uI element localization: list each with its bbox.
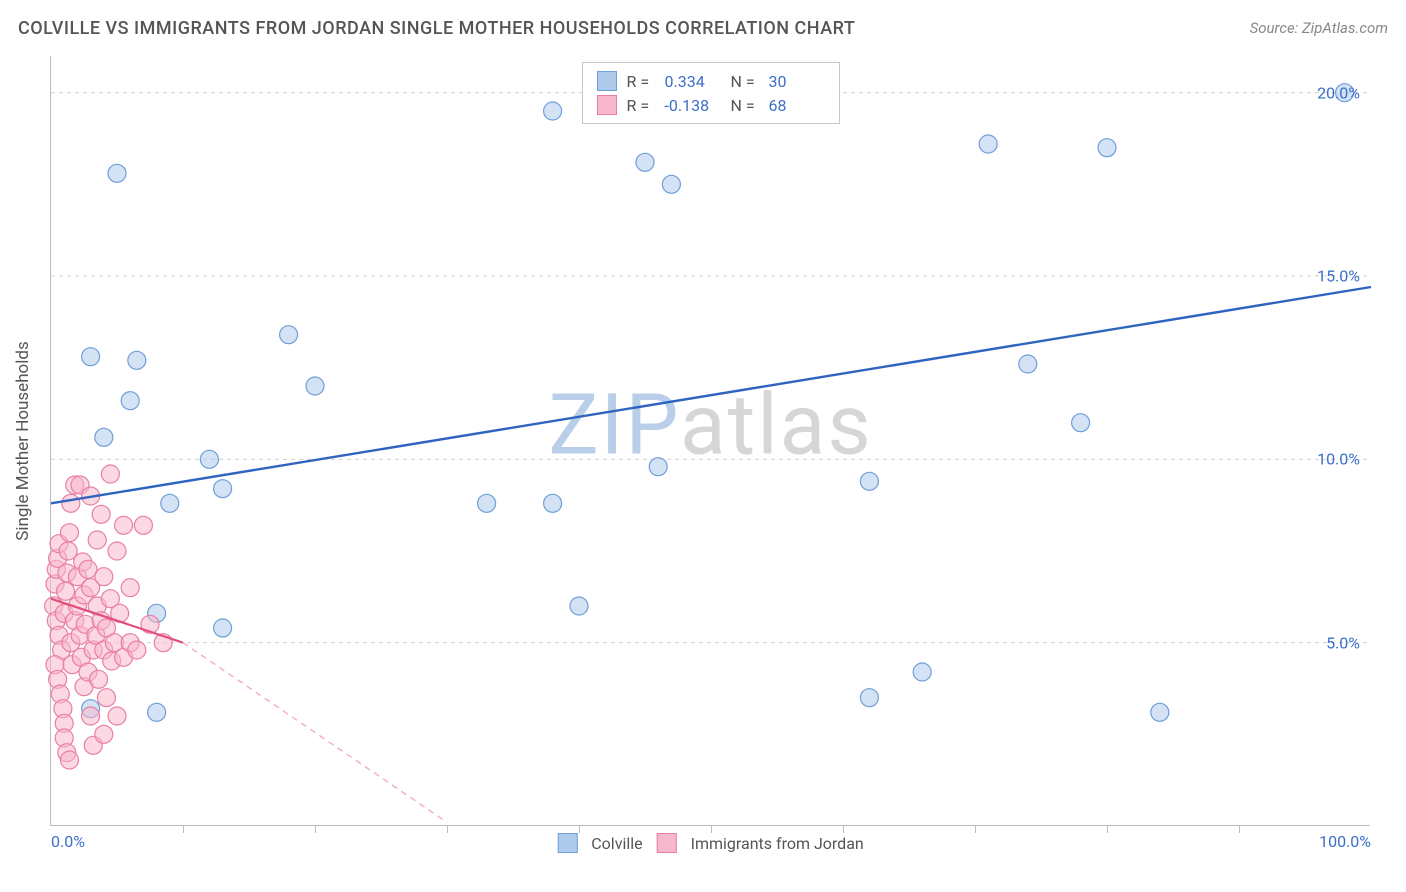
data-point [662, 175, 680, 193]
data-point [95, 428, 113, 446]
x-tick [315, 825, 316, 833]
r-value: -0.138 [665, 96, 721, 115]
data-point [280, 326, 298, 344]
data-point [62, 494, 80, 512]
data-point [108, 707, 126, 725]
data-point [92, 505, 110, 523]
n-value: 68 [769, 96, 825, 115]
y-tick-label: 10.0% [1317, 450, 1360, 469]
data-point [544, 494, 562, 512]
chart-title: COLVILLE VS IMMIGRANTS FROM JORDAN SINGL… [18, 18, 855, 39]
data-point [88, 531, 106, 549]
data-point [200, 450, 218, 468]
n-label: N = [731, 96, 759, 115]
r-label: R = [627, 72, 655, 91]
data-point [90, 670, 108, 688]
trend-lines [51, 287, 1371, 822]
data-point [82, 707, 100, 725]
data-point [1072, 414, 1090, 432]
x-tick-label: 0.0% [51, 832, 85, 851]
data-point [913, 663, 931, 681]
x-tick [843, 825, 844, 833]
correlation-legend: R = 0.334 N = 30 R = -0.138 N = 68 [582, 62, 840, 124]
data-point [108, 164, 126, 182]
legend-swatch [597, 95, 617, 115]
data-point [95, 568, 113, 586]
x-tick [975, 825, 976, 833]
source-attribution: Source: ZipAtlas.com [1250, 19, 1388, 37]
x-tick [711, 825, 712, 833]
data-point [108, 542, 126, 560]
data-point [115, 516, 133, 534]
legend-swatch [597, 71, 617, 91]
data-point [128, 351, 146, 369]
data-point [121, 392, 139, 410]
data-point [1151, 703, 1169, 721]
data-point [214, 480, 232, 498]
x-tick [1239, 825, 1240, 833]
scatter-points [45, 84, 1354, 769]
data-point [1019, 355, 1037, 373]
legend-label: Colville [591, 834, 642, 853]
x-tick [447, 825, 448, 833]
data-point [148, 703, 166, 721]
y-tick-label: 15.0% [1317, 267, 1360, 286]
data-point [60, 524, 78, 542]
source-name: ZipAtlas.com [1302, 19, 1388, 37]
source-prefix: Source: [1250, 19, 1302, 37]
y-tick-label: 20.0% [1317, 83, 1360, 102]
data-point [478, 494, 496, 512]
x-tick [1107, 825, 1108, 833]
header: COLVILLE VS IMMIGRANTS FROM JORDAN SINGL… [0, 0, 1406, 46]
legend-row: R = 0.334 N = 30 [597, 69, 825, 93]
data-point [121, 579, 139, 597]
legend-label: Immigrants from Jordan [691, 834, 864, 853]
data-point [636, 153, 654, 171]
data-point [97, 689, 115, 707]
series-legend: Colville Immigrants from Jordan [557, 833, 863, 853]
x-tick [183, 825, 184, 833]
y-axis-title: Single Mother Households [13, 341, 33, 541]
data-point [860, 689, 878, 707]
data-point [860, 472, 878, 490]
data-point [649, 458, 667, 476]
x-tick-label: 100.0% [1319, 832, 1371, 851]
chart-svg [51, 56, 1370, 825]
n-value: 30 [769, 72, 825, 91]
legend-swatch [657, 833, 677, 853]
gridlines [51, 93, 1371, 643]
data-point [101, 465, 119, 483]
r-label: R = [627, 96, 655, 115]
data-point [60, 751, 78, 769]
data-point [1098, 139, 1116, 157]
x-tick [579, 825, 580, 833]
data-point [544, 102, 562, 120]
data-point [128, 641, 146, 659]
legend-row: R = -0.138 N = 68 [597, 93, 825, 117]
y-tick-label: 5.0% [1326, 633, 1360, 652]
r-value: 0.334 [665, 72, 721, 91]
legend-swatch [557, 833, 577, 853]
data-point [214, 619, 232, 637]
data-point [979, 135, 997, 153]
data-point [57, 582, 75, 600]
data-point [161, 494, 179, 512]
data-point [95, 725, 113, 743]
data-point [134, 516, 152, 534]
plot-area: Single Mother Households ZIPatlas 5.0%10… [50, 56, 1370, 826]
data-point [570, 597, 588, 615]
n-label: N = [731, 72, 759, 91]
data-point [82, 348, 100, 366]
trend-line [183, 643, 447, 823]
trend-line [51, 287, 1371, 503]
data-point [306, 377, 324, 395]
